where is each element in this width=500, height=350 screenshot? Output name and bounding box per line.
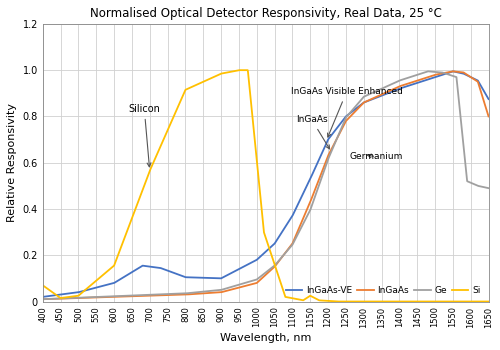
InGaAs [473,78,479,83]
Si [473,299,479,303]
InGaAs-VE [62,292,68,296]
Text: Silicon: Silicon [128,104,160,167]
Si [256,188,262,193]
InGaAs-VE [472,77,478,82]
Ge [473,183,479,187]
InGaAs [40,297,46,301]
InGaAs-VE [473,77,479,82]
Line: Si: Si [42,70,488,301]
Y-axis label: Relative Responsivity: Relative Responsivity [7,103,17,222]
X-axis label: Wavelength, nm: Wavelength, nm [220,333,312,343]
InGaAs [391,87,397,91]
InGaAs [256,278,262,282]
InGaAs-VE [486,97,492,101]
Ge [244,280,250,284]
Ge [391,81,397,85]
InGaAs-VE [256,255,262,259]
InGaAs-VE [40,295,46,299]
InGaAs [472,78,478,82]
InGaAs-VE [244,262,250,267]
InGaAs-VE [450,69,456,73]
Si [486,299,492,303]
Si [40,283,46,287]
Text: InGaAs Visible Enhanced: InGaAs Visible Enhanced [290,88,403,137]
Si [334,299,340,303]
InGaAs [62,296,68,301]
Ge [62,296,68,300]
Text: InGaAs: InGaAs [296,115,330,149]
Si [391,299,397,303]
InGaAs-VE [391,89,397,93]
InGaAs [486,114,492,119]
InGaAs [450,69,456,73]
Si [236,68,242,72]
Ge [256,275,262,279]
Line: Ge: Ge [42,71,488,299]
Line: InGaAs-VE: InGaAs-VE [42,71,488,297]
Ge [472,183,478,187]
Text: Germanium: Germanium [350,152,403,161]
Ge [40,297,46,301]
Line: InGaAs: InGaAs [42,71,488,299]
Legend: InGaAs-VE, InGaAs, Ge, Si: InGaAs-VE, InGaAs, Ge, Si [282,282,484,299]
Ge [486,186,492,190]
InGaAs [244,283,250,287]
Si [245,69,251,73]
Ge [425,69,431,73]
Title: Normalised Optical Detector Responsivity, Real Data, 25 °C: Normalised Optical Detector Responsivity… [90,7,442,20]
Si [62,295,68,300]
Si [473,299,479,303]
